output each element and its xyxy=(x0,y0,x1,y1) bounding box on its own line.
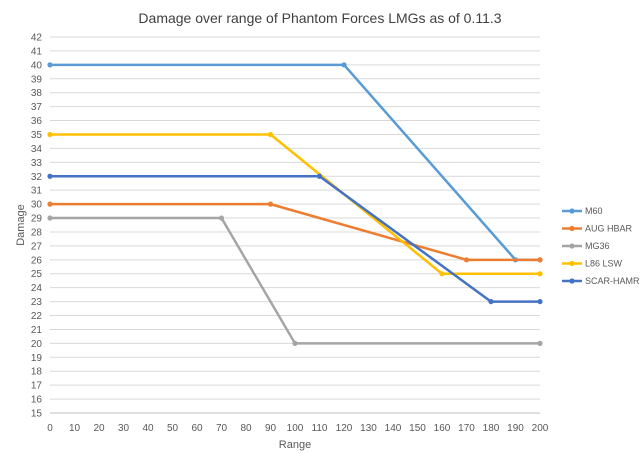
y-tick-label: 25 xyxy=(31,269,43,280)
y-tick-label: 22 xyxy=(31,311,43,322)
legend-item: MG36 xyxy=(562,241,610,251)
y-tick-label: 17 xyxy=(31,381,43,392)
y-tick-label: 31 xyxy=(31,186,43,197)
data-point xyxy=(488,298,494,305)
series-scar-hamr xyxy=(47,173,543,305)
series-line xyxy=(50,216,540,345)
y-axis-title: Damage xyxy=(15,204,27,246)
x-tick-label: 60 xyxy=(191,423,203,434)
y-tick-label: 41 xyxy=(31,46,43,57)
data-point xyxy=(47,215,53,221)
y-tick-label: 16 xyxy=(31,395,43,406)
x-tick-label: 130 xyxy=(360,423,377,434)
legend-item: SCAR-HAMR xyxy=(562,276,640,286)
data-point xyxy=(218,215,225,221)
x-tick-label: 80 xyxy=(240,423,252,434)
x-tick-label: 10 xyxy=(69,423,81,434)
x-tick-label: 150 xyxy=(409,423,426,434)
legend-marker xyxy=(569,278,575,284)
legend-marker xyxy=(569,260,575,267)
data-point xyxy=(463,257,470,263)
y-tick-label: 38 xyxy=(31,88,43,99)
legend-marker xyxy=(569,243,575,249)
series-lines xyxy=(47,62,543,346)
data-point xyxy=(537,298,543,305)
series-mg36 xyxy=(47,215,543,346)
legend-label: L86 LSW xyxy=(585,259,623,269)
y-tick-label: 30 xyxy=(31,200,43,211)
x-tick-label: 50 xyxy=(167,423,179,434)
data-point xyxy=(537,271,543,277)
data-point xyxy=(316,173,323,179)
x-tick-label: 110 xyxy=(312,423,328,434)
y-tick-label: 34 xyxy=(31,144,43,155)
y-tick-label: 37 xyxy=(31,102,43,113)
x-tick-label: 160 xyxy=(434,423,451,434)
x-tick-label: 190 xyxy=(507,423,524,434)
x-tick-label: 140 xyxy=(385,423,402,434)
y-tick-label: 36 xyxy=(31,116,43,127)
legend-label: SCAR-HAMR xyxy=(585,276,640,286)
x-tick-label: 170 xyxy=(458,423,475,434)
y-tick-label: 42 xyxy=(31,33,43,44)
data-point xyxy=(439,271,445,277)
x-tick-label: 120 xyxy=(336,423,353,434)
y-axis-ticks: 15 16 17 18 19 20 21 22 23 24 25 26 27 28 29 30 31 32 33 34… xyxy=(31,33,43,420)
y-tick-label: 15 xyxy=(31,409,43,420)
x-axis-ticks: 0 10 20 30 40 50 60 70 80 90 100 110 120 130 140 150 160… xyxy=(47,423,549,434)
data-point xyxy=(267,131,274,138)
y-tick-label: 27 xyxy=(31,241,43,252)
legend-marker xyxy=(569,225,575,232)
y-tick-label: 26 xyxy=(31,255,43,266)
series-line xyxy=(50,202,540,262)
x-tick-label: 30 xyxy=(118,423,130,434)
x-tick-label: 200 xyxy=(532,423,549,434)
legend-label: AUG HBAR xyxy=(585,224,633,234)
y-tick-label: 33 xyxy=(31,158,43,169)
x-tick-label: 70 xyxy=(216,423,228,434)
legend-label: M60 xyxy=(585,206,603,216)
x-tick-label: 90 xyxy=(265,423,277,434)
y-tick-label: 40 xyxy=(31,60,43,71)
x-tick-label: 20 xyxy=(93,423,105,434)
x-tick-label: 0 xyxy=(47,423,53,434)
legend: M60 AUG HBAR MG36 L86 LSW SCAR-HAMR xyxy=(562,206,640,286)
legend-marker xyxy=(569,208,575,214)
y-tick-label: 39 xyxy=(31,74,43,85)
data-point xyxy=(47,201,53,207)
data-point xyxy=(537,340,543,346)
x-tick-label: 40 xyxy=(142,423,154,434)
legend-item: M60 xyxy=(562,206,603,216)
legend-item: L86 LSW xyxy=(562,259,623,269)
x-axis-title: Range xyxy=(279,439,311,451)
y-tick-label: 28 xyxy=(31,227,43,238)
y-tick-label: 21 xyxy=(31,325,43,336)
series-line xyxy=(50,175,540,303)
data-point xyxy=(537,257,543,263)
x-tick-label: 100 xyxy=(287,423,304,434)
data-point xyxy=(292,340,298,346)
y-tick-label: 32 xyxy=(31,172,43,183)
series-aug-hbar xyxy=(47,201,543,263)
y-tick-label: 29 xyxy=(31,214,43,225)
data-point xyxy=(47,131,53,138)
y-tick-label: 23 xyxy=(31,297,43,308)
y-tick-label: 19 xyxy=(31,353,43,364)
y-tick-label: 24 xyxy=(31,283,43,294)
y-tick-label: 18 xyxy=(31,367,43,378)
data-point xyxy=(267,201,274,207)
data-point xyxy=(47,62,53,68)
x-tick-label: 180 xyxy=(483,423,500,434)
data-point xyxy=(341,62,347,68)
y-tick-label: 20 xyxy=(31,339,43,350)
legend-label: MG36 xyxy=(585,241,610,251)
legend-item: AUG HBAR xyxy=(562,224,633,234)
y-tick-label: 35 xyxy=(31,130,43,141)
data-point xyxy=(47,173,53,179)
chart-title: Damage over range of Phantom Forces LMGs… xyxy=(138,10,501,26)
